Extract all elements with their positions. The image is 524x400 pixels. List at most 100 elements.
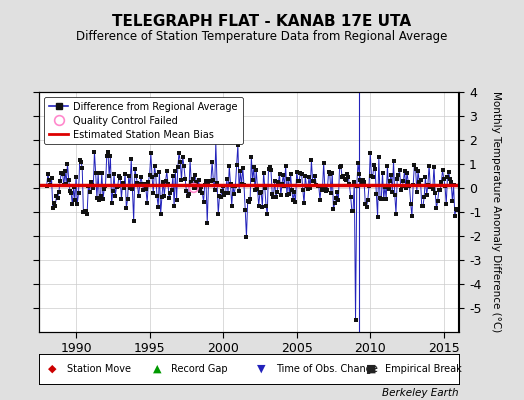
Point [331, 200, 339, 206]
Point [203, 219, 211, 226]
Point [251, 187, 259, 194]
Point [448, 198, 456, 204]
Point [179, 154, 187, 160]
Point [323, 187, 332, 193]
Point [398, 183, 406, 189]
Point [213, 180, 221, 186]
Point [197, 184, 205, 190]
Point [287, 171, 295, 178]
Point [275, 171, 283, 177]
Text: ▲: ▲ [152, 364, 161, 374]
Point [426, 184, 434, 190]
Point [271, 194, 280, 200]
Point [453, 207, 462, 213]
Point [157, 211, 165, 217]
Point [298, 171, 306, 177]
Point [74, 190, 83, 196]
Point [164, 181, 172, 187]
Point [206, 178, 215, 184]
Point [119, 185, 128, 192]
Point [69, 184, 78, 190]
Point [67, 190, 75, 197]
Point [169, 173, 177, 180]
Point [132, 173, 140, 180]
Point [388, 188, 397, 195]
Point [345, 181, 354, 188]
Point [212, 139, 220, 146]
Point [158, 194, 166, 200]
Point [89, 185, 97, 192]
Point [223, 176, 231, 183]
Point [95, 197, 104, 203]
Point [359, 176, 367, 183]
Point [226, 181, 235, 187]
Point [100, 185, 108, 192]
Point [123, 196, 132, 203]
Point [202, 178, 210, 184]
Text: ◆: ◆ [48, 364, 56, 374]
Point [175, 150, 183, 156]
Point [360, 179, 368, 186]
Point [134, 193, 143, 200]
Y-axis label: Monthly Temperature Anomaly Difference (°C): Monthly Temperature Anomaly Difference (… [491, 91, 501, 333]
Point [214, 210, 223, 217]
Point [333, 189, 341, 195]
Point [68, 201, 77, 208]
Point [176, 159, 184, 165]
Point [389, 158, 398, 164]
Point [99, 196, 107, 202]
Point [411, 166, 420, 172]
Point [233, 162, 241, 168]
Point [90, 148, 99, 155]
Point [242, 234, 250, 240]
Point [42, 182, 51, 189]
Point [106, 153, 115, 160]
Point [259, 169, 268, 176]
Point [149, 190, 158, 196]
Point [43, 171, 52, 178]
Point [66, 188, 74, 194]
Point [300, 200, 308, 207]
Point [415, 179, 423, 186]
Point [356, 177, 365, 183]
Point [136, 181, 144, 187]
Point [253, 186, 261, 192]
Point [79, 209, 88, 216]
Point [52, 193, 61, 200]
Point [329, 206, 337, 213]
Point [241, 206, 249, 213]
Text: Berkeley Earth: Berkeley Earth [382, 388, 458, 398]
Point [347, 208, 356, 214]
Point [366, 150, 375, 156]
Point [387, 172, 395, 178]
Point [409, 182, 417, 188]
Point [435, 187, 443, 193]
Point [205, 178, 214, 184]
Point [183, 193, 192, 200]
Point [306, 185, 314, 192]
Point [231, 182, 239, 189]
Point [104, 149, 112, 155]
Point [208, 159, 216, 165]
Point [390, 192, 399, 198]
Point [170, 203, 178, 209]
Point [285, 191, 293, 197]
Point [237, 181, 246, 188]
Point [160, 192, 169, 199]
Point [263, 211, 271, 217]
Point [53, 194, 62, 201]
Point [137, 174, 145, 180]
Point [249, 164, 258, 171]
Point [322, 188, 330, 194]
Point [219, 183, 227, 189]
Point [257, 189, 265, 195]
Point [353, 183, 361, 189]
Point [78, 165, 86, 171]
Point [62, 180, 70, 187]
Point [352, 317, 360, 323]
Point [192, 178, 200, 185]
Text: Station Move: Station Move [67, 364, 130, 374]
Point [147, 150, 155, 157]
Point [198, 190, 206, 196]
Point [238, 165, 247, 171]
